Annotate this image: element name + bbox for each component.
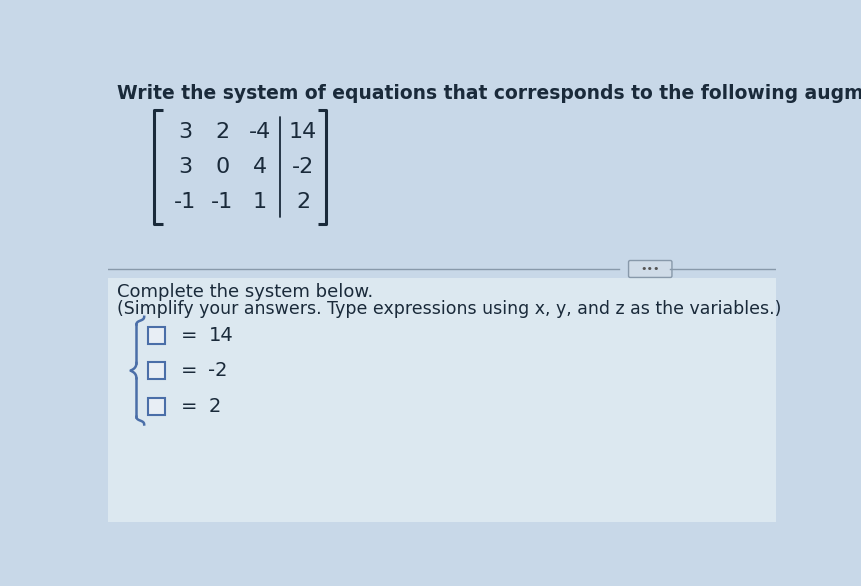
- Text: -1: -1: [174, 192, 196, 212]
- FancyBboxPatch shape: [628, 261, 672, 277]
- Text: 14: 14: [288, 122, 317, 142]
- FancyBboxPatch shape: [108, 70, 775, 278]
- Text: =: =: [181, 397, 197, 415]
- Text: =: =: [181, 361, 197, 380]
- Text: •••: •••: [640, 264, 660, 274]
- FancyBboxPatch shape: [148, 397, 165, 414]
- Text: 2: 2: [295, 192, 310, 212]
- Text: 0: 0: [215, 157, 229, 177]
- Text: Complete the system below.: Complete the system below.: [117, 283, 373, 301]
- Text: -2: -2: [292, 157, 313, 177]
- FancyBboxPatch shape: [148, 327, 165, 343]
- Text: (Simplify your answers. Type expressions using x, y, and z as the variables.): (Simplify your answers. Type expressions…: [117, 300, 781, 318]
- Text: =: =: [181, 326, 197, 345]
- Text: 3: 3: [178, 122, 192, 142]
- Text: 14: 14: [208, 326, 233, 345]
- Text: Write the system of equations that corresponds to the following augmented matrix: Write the system of equations that corre…: [117, 84, 861, 103]
- Text: -2: -2: [208, 361, 228, 380]
- Text: -1: -1: [211, 192, 233, 212]
- FancyBboxPatch shape: [108, 278, 775, 522]
- Text: -4: -4: [248, 122, 270, 142]
- Text: 1: 1: [252, 192, 266, 212]
- Text: 2: 2: [215, 122, 229, 142]
- Text: 3: 3: [178, 157, 192, 177]
- Text: 2: 2: [208, 397, 220, 415]
- Text: 4: 4: [252, 157, 266, 177]
- FancyBboxPatch shape: [148, 362, 165, 379]
